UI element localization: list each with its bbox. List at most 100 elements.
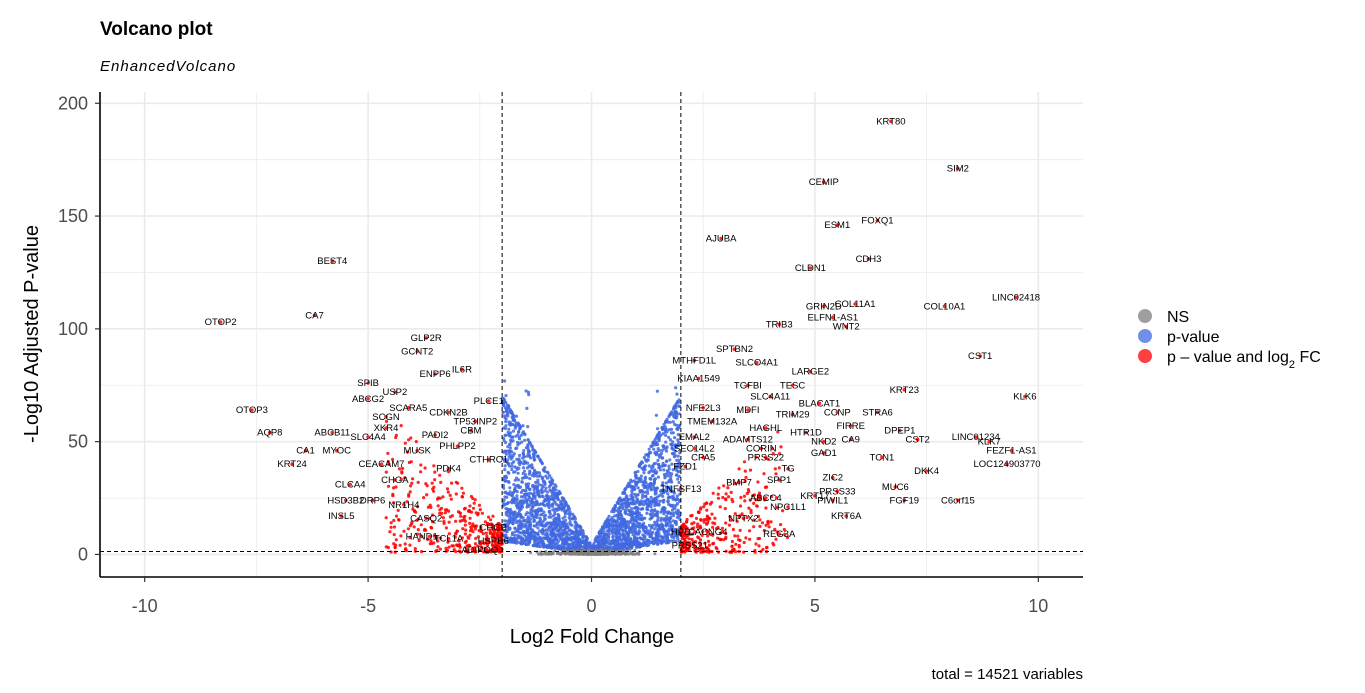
point-pvalue: [665, 445, 669, 449]
point-pvalue: [513, 526, 517, 530]
point-pvalue: [530, 463, 534, 467]
point-pvalue: [527, 393, 531, 397]
point-pvalue: [507, 434, 511, 438]
point-pvalue: [540, 483, 544, 487]
gene-label: PLCE1: [474, 396, 504, 407]
point-pvalue: [633, 536, 637, 540]
point-pvalue: [661, 500, 666, 504]
point-pvalue-fc: [498, 541, 502, 545]
y-tick-label: 200: [58, 93, 88, 113]
point-pvalue: [566, 507, 570, 512]
point-pvalue: [654, 537, 658, 541]
point-pvalue-fc: [760, 521, 765, 525]
point-pvalue: [616, 499, 621, 503]
gene-label: MDFI: [736, 405, 759, 416]
point-pvalue: [649, 526, 653, 530]
point-pvalue-fc: [447, 520, 451, 524]
point-pvalue-fc: [724, 492, 728, 496]
point-pvalue: [503, 519, 507, 523]
gene-label: CST2: [906, 434, 930, 445]
point-pvalue: [532, 491, 536, 496]
point-pvalue-fc: [407, 494, 411, 498]
point-pvalue: [581, 535, 585, 539]
point-pvalue: [643, 475, 648, 479]
point-pvalue: [566, 504, 570, 509]
gene-label: SEC14L2: [674, 443, 715, 454]
point-pvalue-fc: [723, 531, 728, 535]
point-labeled-gene: [924, 469, 929, 473]
point-pvalue: [600, 528, 604, 532]
point-pvalue: [655, 486, 659, 490]
point-pvalue: [672, 539, 676, 543]
point-pvalue: [525, 529, 529, 533]
point-pvalue: [662, 473, 667, 477]
point-pvalue: [558, 491, 562, 495]
point-pvalue: [549, 476, 553, 480]
point-pvalue-fc: [446, 490, 450, 494]
point-pvalue-fc: [472, 501, 476, 505]
point-pvalue: [677, 398, 681, 402]
x-tick-label: 0: [586, 596, 596, 616]
point-pvalue-fc: [764, 523, 768, 527]
point-pvalue-fc: [471, 522, 475, 526]
point-labeled-gene: [822, 451, 826, 455]
gene-label: TCN1: [869, 452, 894, 463]
point-pvalue-fc: [679, 543, 683, 547]
gene-label: CASQ2: [410, 513, 442, 524]
point-pvalue: [643, 542, 647, 546]
point-pvalue: [509, 519, 513, 523]
point-pvalue-fc: [706, 519, 710, 523]
point-pvalue: [670, 508, 675, 512]
point-labeled-gene: [250, 408, 254, 412]
point-pvalue: [648, 512, 652, 516]
point-pvalue: [671, 440, 675, 444]
point-pvalue: [661, 432, 665, 436]
point-pvalue-fc: [454, 532, 458, 536]
point-pvalue-fc: [392, 542, 396, 546]
point-pvalue: [657, 527, 661, 532]
point-pvalue-fc: [436, 545, 440, 549]
point-pvalue-fc: [710, 500, 714, 504]
point-pvalue: [607, 532, 611, 536]
point-pvalue: [669, 539, 674, 543]
point-pvalue-fc: [468, 516, 472, 520]
point-pvalue-fc: [783, 532, 787, 537]
point-pvalue-fc: [389, 521, 393, 525]
point-pvalue: [668, 413, 672, 417]
point-pvalue: [556, 534, 561, 538]
point-pvalue: [541, 475, 545, 480]
point-pvalue-fc: [411, 477, 415, 481]
point-pvalue: [549, 483, 553, 487]
point-pvalue-fc: [785, 535, 790, 540]
point-pvalue-fc: [384, 470, 388, 474]
gene-label: FGF19: [890, 495, 920, 506]
point-pvalue-fc: [406, 527, 410, 531]
point-pvalue: [629, 501, 633, 505]
point-labeled-gene: [853, 302, 857, 306]
point-pvalue-fc: [742, 460, 747, 464]
point-pvalue: [553, 535, 557, 539]
point-pvalue: [526, 443, 530, 447]
point-labeled-gene: [831, 498, 835, 503]
point-pvalue-fc: [775, 496, 779, 500]
point-pvalue: [513, 533, 517, 538]
point-pvalue-fc: [424, 528, 428, 532]
point-pvalue: [597, 544, 601, 548]
point-pvalue: [584, 539, 588, 543]
point-pvalue: [647, 447, 651, 451]
chart-subtitle: EnhancedVolcano: [100, 58, 236, 75]
point-pvalue: [554, 546, 558, 550]
point-pvalue: [664, 433, 668, 437]
point-pvalue-fc: [742, 494, 747, 498]
point-pvalue: [520, 541, 524, 545]
point-pvalue-fc: [730, 544, 734, 548]
gene-label: OTOP3: [236, 405, 268, 416]
point-pvalue: [510, 532, 514, 537]
point-pvalue-fc: [771, 541, 775, 545]
point-pvalue: [601, 538, 605, 542]
gene-label: GRIN2D: [806, 301, 842, 312]
point-labeled-gene: [384, 426, 388, 430]
point-pvalue: [664, 524, 668, 528]
point-pvalue: [519, 460, 523, 464]
gene-label: PRSS21: [672, 540, 708, 551]
